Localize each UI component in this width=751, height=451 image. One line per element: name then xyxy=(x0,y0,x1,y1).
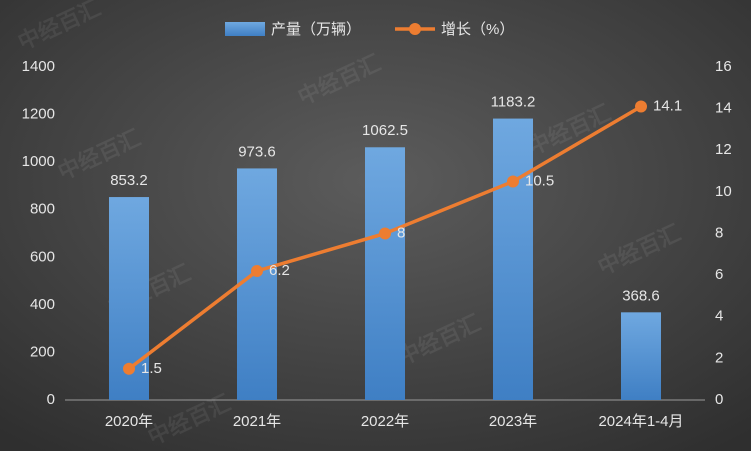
line-value-label: 10.5 xyxy=(525,172,554,189)
bar xyxy=(493,118,533,400)
line-value-label: 1.5 xyxy=(141,360,162,377)
line-marker xyxy=(379,227,391,240)
x-tick-label: 2022年 xyxy=(361,413,409,430)
y-tick-label: 400 xyxy=(30,296,55,313)
legend-swatch xyxy=(225,22,265,36)
line-value-label: 8 xyxy=(397,224,405,241)
bar xyxy=(621,312,661,400)
y2-tick-label: 0 xyxy=(715,391,723,408)
y2-tick-label: 12 xyxy=(715,141,732,158)
bar-value-label: 1062.5 xyxy=(362,122,408,139)
y2-tick-label: 14 xyxy=(715,100,732,117)
y-tick-label: 200 xyxy=(30,343,55,360)
line-marker xyxy=(251,264,263,277)
y-tick-label: 800 xyxy=(30,201,55,218)
x-tick-label: 2021年 xyxy=(233,413,281,430)
bar xyxy=(365,147,405,400)
y2-tick-label: 8 xyxy=(715,224,723,241)
y-tick-label: 1400 xyxy=(22,58,55,75)
bar xyxy=(237,168,277,400)
y2-tick-label: 4 xyxy=(715,308,723,325)
y2-tick-label: 10 xyxy=(715,183,732,200)
line-marker xyxy=(635,100,647,113)
line-marker xyxy=(507,175,519,188)
bar-value-label: 973.6 xyxy=(238,143,276,160)
x-tick-label: 2020年 xyxy=(105,413,153,430)
bar-value-label: 853.2 xyxy=(110,172,148,189)
x-tick-label: 2023年 xyxy=(489,413,537,430)
legend-marker xyxy=(409,23,421,35)
bar-value-label: 1183.2 xyxy=(491,94,536,111)
y-tick-label: 1000 xyxy=(22,153,55,170)
x-tick-label: 2024年1-4月 xyxy=(598,413,683,430)
y-tick-label: 1200 xyxy=(22,106,55,123)
line-value-label: 6.2 xyxy=(269,262,290,279)
y2-tick-label: 2 xyxy=(715,349,723,366)
line-marker xyxy=(123,362,135,375)
y2-tick-label: 16 xyxy=(715,58,732,75)
legend-label: 增长（%） xyxy=(441,21,514,38)
y-tick-label: 0 xyxy=(47,391,55,408)
y-tick-label: 600 xyxy=(30,248,55,265)
legend-label: 产量（万辆） xyxy=(271,21,361,38)
line-value-label: 14.1 xyxy=(653,98,682,115)
bar-value-label: 368.6 xyxy=(622,287,660,304)
y2-tick-label: 6 xyxy=(715,266,723,283)
